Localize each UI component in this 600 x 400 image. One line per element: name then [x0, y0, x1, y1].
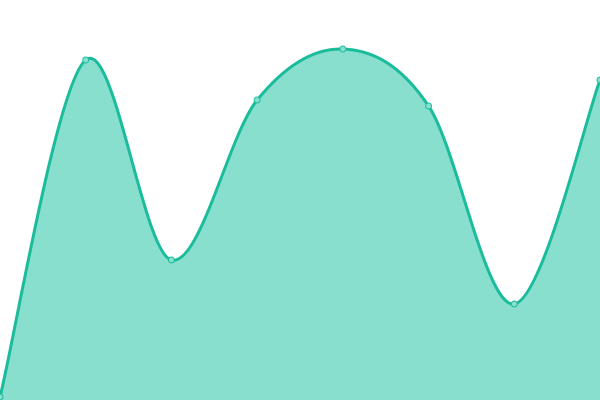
- data-point-1: [82, 56, 90, 64]
- data-point-2: [167, 256, 175, 264]
- data-point-4: [339, 45, 347, 53]
- data-markers: [0, 45, 600, 400]
- data-point-6: [510, 300, 518, 308]
- data-point-5: [425, 102, 433, 110]
- data-point-0: [0, 393, 4, 400]
- data-point-3: [253, 96, 261, 104]
- data-point-7: [596, 76, 600, 84]
- area-fill: [0, 48, 600, 400]
